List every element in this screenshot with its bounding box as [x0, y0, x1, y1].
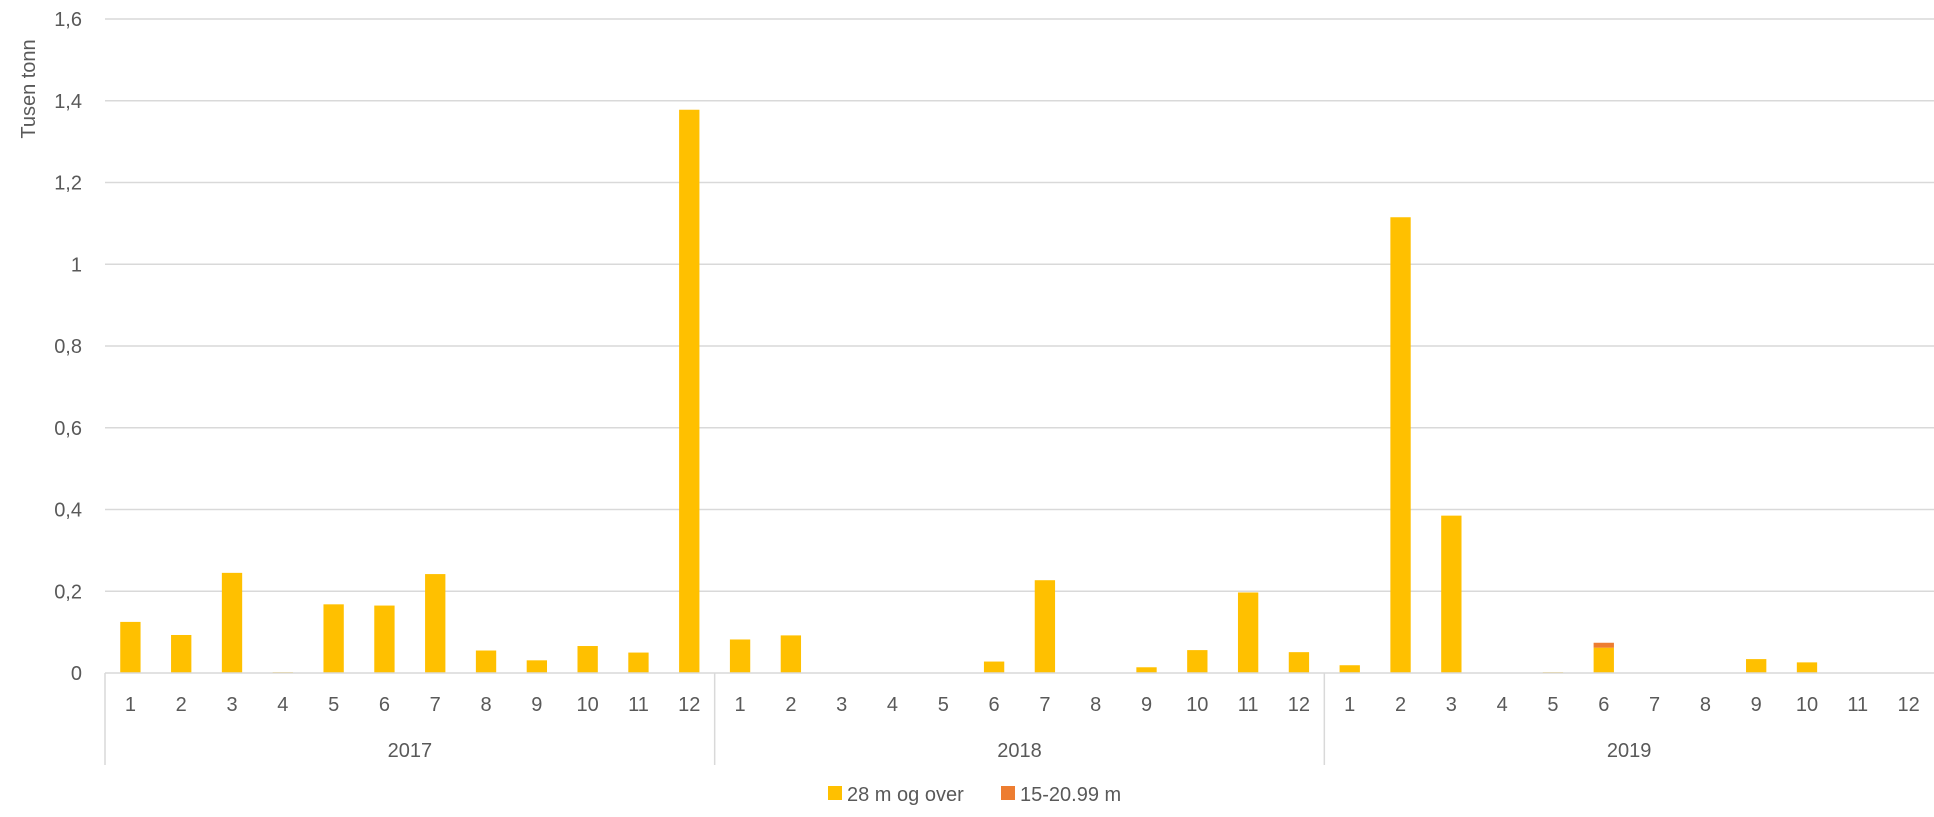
x-tick-label: 10 [1796, 694, 1818, 716]
x-tick-label: 6 [379, 694, 390, 716]
y-tick-label: 1,6 [54, 9, 82, 31]
y-tick-label: 1 [71, 254, 82, 276]
x-tick-label: 4 [277, 694, 288, 716]
x-tick-label: 8 [1700, 694, 1711, 716]
y-tick-label: 1,4 [54, 91, 82, 113]
x-tick-label: 8 [480, 694, 491, 716]
bars [120, 109, 1818, 674]
x-tick-label: 7 [1039, 694, 1050, 716]
x-tick-label: 11 [1238, 694, 1259, 716]
bar [1593, 647, 1614, 673]
y-tick-label: 0,4 [54, 500, 82, 522]
bar [1746, 659, 1767, 673]
legend-swatch [828, 786, 842, 800]
y-tick-label: 1,2 [54, 173, 82, 195]
x-tick-label: 3 [226, 694, 237, 716]
bar [374, 605, 395, 673]
legend-label: 28 m og over [847, 784, 964, 806]
bar [120, 621, 141, 673]
bar [983, 661, 1005, 673]
x-tick-label: 2 [176, 694, 187, 716]
x-tick-label: 6 [989, 694, 1000, 716]
x-tick-label: 7 [430, 694, 441, 716]
x-tick-label: 5 [1547, 694, 1558, 716]
bar [628, 652, 649, 673]
x-tick-label: 5 [328, 694, 339, 716]
x-group-label: 2019 [1607, 740, 1652, 762]
y-tick-label: 0,8 [54, 336, 82, 358]
x-tick-label: 1 [1344, 694, 1355, 716]
x-tick-label: 1 [125, 694, 136, 716]
bar [1441, 515, 1462, 673]
x-tick-label: 10 [577, 694, 599, 716]
grid-lines [105, 18, 1934, 592]
bar [221, 572, 243, 673]
y-tick-label: 0 [71, 663, 82, 685]
bar [1237, 592, 1259, 673]
legend-label: 15-20.99 m [1020, 784, 1121, 806]
x-group-label: 2018 [997, 740, 1042, 762]
bar [679, 109, 700, 674]
bar [1796, 662, 1818, 673]
x-tick-label: 9 [1751, 694, 1762, 716]
x-tick-label: 12 [678, 694, 700, 716]
bar [1187, 650, 1208, 673]
bar [1339, 665, 1360, 673]
x-group-label: 2017 [388, 740, 433, 762]
bar [1288, 652, 1310, 673]
x-tick-label: 5 [938, 694, 949, 716]
bar [1390, 217, 1411, 673]
bar [577, 646, 598, 673]
x-tick-label: 4 [887, 694, 898, 716]
bar [171, 634, 192, 673]
bar [323, 604, 344, 673]
x-tick-label: 11 [1847, 694, 1868, 716]
x-tick-label: 7 [1649, 694, 1660, 716]
y-axis-label: Tusen tonn [18, 39, 40, 138]
x-axis: 1 2 3 4 5 6 7 8 9 10 11 12 1 2 3 4 5 6 7 8 9 10 11 12 1 2 3 4 5 6 7 8 9 1… [104, 672, 1934, 765]
legend-swatch [1001, 786, 1015, 800]
bar [526, 660, 548, 673]
legend: 28 m og over 15-20.99 m [828, 784, 1121, 806]
bar [1136, 667, 1157, 673]
bar [729, 639, 751, 673]
bar [1593, 642, 1614, 648]
x-tick-label: 6 [1598, 694, 1609, 716]
x-tick-label: 3 [836, 694, 847, 716]
x-tick-label: 2 [785, 694, 796, 716]
bar [1034, 580, 1056, 673]
x-tick-label: 11 [628, 694, 649, 716]
x-tick-label: 10 [1186, 694, 1208, 716]
bar [475, 650, 497, 673]
bar [425, 574, 446, 673]
y-tick-label: 0,2 [54, 581, 82, 603]
x-tick-label: 8 [1090, 694, 1101, 716]
y-tick-label: 0,6 [54, 418, 82, 440]
x-tick-label: 9 [531, 694, 542, 716]
x-tick-label: 4 [1497, 694, 1508, 716]
y-axis-ticks: 0 0,2 0,4 0,6 0,8 1 1,2 1,4 1,6 [54, 9, 82, 685]
x-tick-label: 12 [1288, 694, 1310, 716]
bar [780, 635, 802, 673]
x-tick-label: 9 [1141, 694, 1152, 716]
x-tick-label: 2 [1395, 694, 1406, 716]
x-tick-label: 3 [1446, 694, 1457, 716]
x-tick-label: 12 [1897, 694, 1919, 716]
x-tick-label: 1 [735, 694, 746, 716]
